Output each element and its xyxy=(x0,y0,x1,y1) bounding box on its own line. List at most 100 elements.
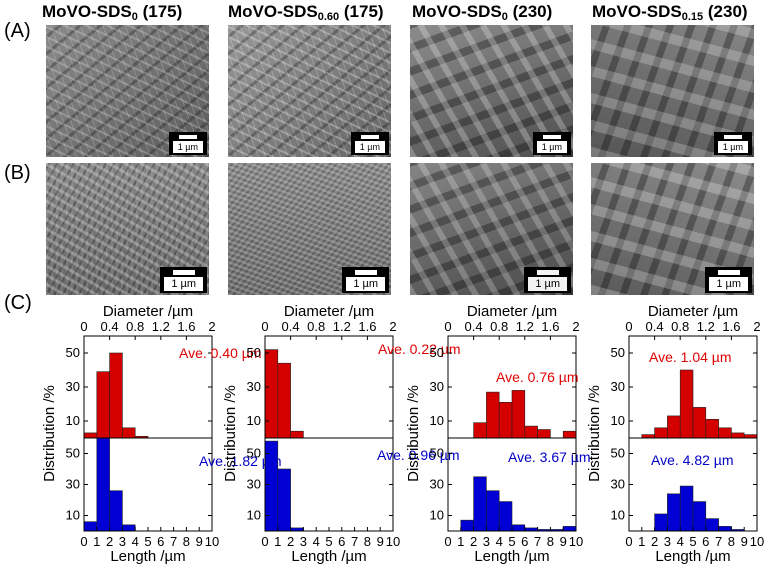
length-tick-label: 1 xyxy=(457,534,464,549)
diameter-tick-label: 0.4 xyxy=(282,319,300,334)
length-bar xyxy=(460,519,474,532)
length-average-label: Ave. 4.82 µm xyxy=(651,452,734,468)
length-tick-label: 2 xyxy=(651,534,658,549)
length-bar xyxy=(562,526,577,532)
column-title-2: MoVO-SDS0.60 (175) xyxy=(228,2,384,23)
diameter-tick-label: 2 xyxy=(753,319,760,334)
diameter-axis-title: Diameter /µm xyxy=(284,303,374,320)
length-tick-label: 1 xyxy=(638,534,645,549)
length-bar xyxy=(486,490,500,532)
diameter-bar xyxy=(83,432,98,439)
scale-bar: 1 µm xyxy=(160,267,207,293)
diameter-bar xyxy=(731,432,745,439)
distribution-axis-title: Distribution /% xyxy=(41,385,58,482)
sem-image-a1: 1 µm xyxy=(46,25,209,157)
diameter-bar xyxy=(705,418,719,439)
scale-bar: 1 µm xyxy=(532,132,571,155)
y-tick-label: 10 xyxy=(247,413,261,428)
length-tick-label: 4 xyxy=(677,534,684,549)
sem-image-a4: 1 µm xyxy=(591,25,754,157)
column-title-4: MoVO-SDS0.15 (230) xyxy=(592,2,748,23)
length-tick-label: 6 xyxy=(702,534,709,549)
length-tick-label: 7 xyxy=(534,534,541,549)
panel-label-a: (A) xyxy=(4,20,31,42)
diameter-bar xyxy=(641,434,655,439)
diameter-tick-label: 2 xyxy=(389,319,396,334)
length-tick-label: 0 xyxy=(625,534,632,549)
y-tick-label: 10 xyxy=(430,413,444,428)
scale-bar: 1 µm xyxy=(705,267,752,293)
y-tick-label: 10 xyxy=(611,413,625,428)
y-tick-label: 30 xyxy=(611,477,625,492)
length-tick-label: 8 xyxy=(728,534,735,549)
y-tick-label: 50 xyxy=(247,446,261,461)
diameter-tick-label: 1.2 xyxy=(516,319,534,334)
length-axis-title: Length /µm xyxy=(110,548,185,565)
diameter-tick-label: 0 xyxy=(80,319,87,334)
distribution-axis-title: Distribution /% xyxy=(222,385,239,482)
diameter-bar xyxy=(679,369,694,439)
length-tick-label: 6 xyxy=(338,534,345,549)
y-tick-label: 10 xyxy=(611,508,625,523)
panel-label-c: (C) xyxy=(4,292,32,314)
diameter-tick-label: 0.8 xyxy=(671,319,689,334)
length-tick-label: 10 xyxy=(569,534,583,549)
diameter-tick-label: 1.6 xyxy=(722,319,740,334)
length-bar xyxy=(264,440,279,532)
diameter-tick-label: 2 xyxy=(208,319,215,334)
y-tick-label: 30 xyxy=(66,477,80,492)
diameter-tick-label: 0.8 xyxy=(126,319,144,334)
diameter-axis-title: Diameter /µm xyxy=(467,303,557,320)
diameter-bar xyxy=(498,401,513,439)
y-tick-label: 50 xyxy=(611,446,625,461)
y-tick-label: 10 xyxy=(247,508,261,523)
y-tick-label: 30 xyxy=(430,477,444,492)
diameter-tick-label: 0.4 xyxy=(101,319,119,334)
diameter-tick-label: 0.4 xyxy=(646,319,664,334)
length-tick-label: 3 xyxy=(300,534,307,549)
length-tick-label: 8 xyxy=(364,534,371,549)
length-bar xyxy=(498,501,513,532)
diameter-bar xyxy=(654,427,668,439)
length-bar xyxy=(511,524,526,532)
diameter-bar xyxy=(473,422,487,439)
y-tick-label: 30 xyxy=(247,379,261,394)
y-tick-label: 50 xyxy=(611,345,625,360)
length-tick-label: 6 xyxy=(521,534,528,549)
length-bar xyxy=(109,490,123,532)
diameter-bar xyxy=(109,352,123,439)
diameter-average-label: Ave. 0.76 µm xyxy=(496,369,579,385)
length-tick-label: 9 xyxy=(560,534,567,549)
y-tick-label: 10 xyxy=(430,508,444,523)
scale-bar: 1 µm xyxy=(350,132,389,155)
diameter-tick-label: 0.8 xyxy=(307,319,325,334)
length-bar xyxy=(692,501,707,532)
diameter-tick-label: 0.4 xyxy=(465,319,483,334)
diameter-axis-title: Diameter /µm xyxy=(648,303,738,320)
diameter-tick-label: 1.2 xyxy=(333,319,351,334)
length-bar xyxy=(277,468,291,532)
y-tick-label: 30 xyxy=(66,379,80,394)
length-tick-label: 7 xyxy=(715,534,722,549)
y-tick-label: 50 xyxy=(430,446,444,461)
length-tick-label: 10 xyxy=(750,534,764,549)
y-tick-label: 10 xyxy=(66,413,80,428)
distribution-axis-title: Distribution /% xyxy=(405,385,422,482)
y-tick-label: 50 xyxy=(430,345,444,360)
diameter-bar xyxy=(718,427,732,439)
diameter-bar xyxy=(277,362,291,439)
length-bar xyxy=(718,526,732,532)
length-bar xyxy=(122,524,136,532)
sem-image-a2: 1 µm xyxy=(228,25,391,157)
diameter-average-label: Ave. 0.40 µm xyxy=(179,345,262,361)
diameter-bar xyxy=(562,430,577,439)
diameter-bar xyxy=(692,407,707,439)
distribution-axis-title: Distribution /% xyxy=(586,385,603,482)
length-average-label: Ave. 1.82 µm xyxy=(199,453,282,469)
y-tick-label: 50 xyxy=(66,446,80,461)
y-tick-label: 50 xyxy=(66,345,80,360)
diameter-tick-label: 0 xyxy=(625,319,632,334)
diameter-bar xyxy=(743,434,758,439)
sem-image-b2: 1 µm xyxy=(228,163,391,295)
